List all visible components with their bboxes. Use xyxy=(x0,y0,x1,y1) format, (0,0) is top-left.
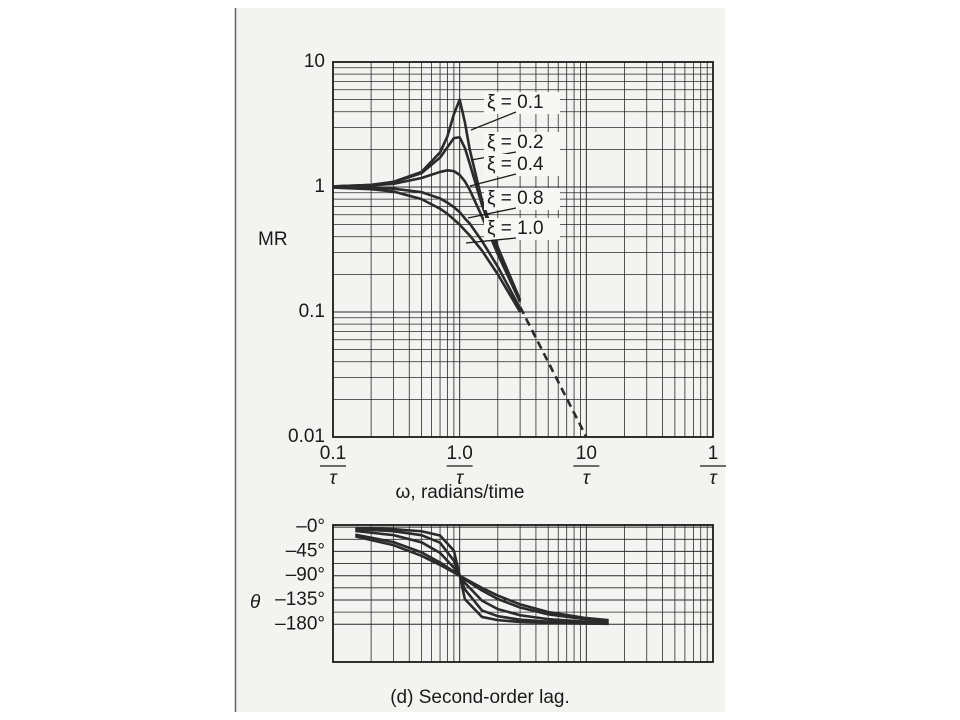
y-tick-label: –45° xyxy=(286,540,325,561)
leader-line xyxy=(469,173,517,187)
y-tick-label: 0.01 xyxy=(288,426,325,447)
curve xyxy=(332,186,522,313)
series-label: ξ = 0.4 xyxy=(487,154,544,175)
y-axis-label: θ xyxy=(250,592,261,613)
label-box xyxy=(484,132,560,154)
curve xyxy=(355,527,609,625)
scanned-page xyxy=(235,8,725,712)
y-tick-label: –180° xyxy=(275,613,325,634)
x-tick-label: 1.0 xyxy=(446,443,472,464)
label-box xyxy=(484,188,560,210)
caption: (d) Second-order lag. xyxy=(390,687,570,708)
x-tick-denominator: τ xyxy=(456,468,465,489)
label-box xyxy=(484,218,560,240)
y-tick-label: 10 xyxy=(304,51,325,72)
curve xyxy=(332,169,522,303)
series-label: ξ = 1.0 xyxy=(487,218,544,239)
curve xyxy=(355,535,609,622)
y-tick-label: –90° xyxy=(286,565,325,586)
series-label: ξ = 0.1 xyxy=(487,92,544,113)
leader-line xyxy=(465,237,517,244)
x-tick-label: 10 xyxy=(576,443,597,464)
series-label: ξ = 0.2 xyxy=(487,132,544,153)
y-tick-label: 1 xyxy=(314,176,325,197)
x-tick-denominator: τ xyxy=(709,468,718,489)
x-tick-denominator: τ xyxy=(329,468,338,489)
leader-line xyxy=(470,111,517,131)
curve xyxy=(355,529,609,624)
x-tick-label: 1 xyxy=(708,443,719,464)
label-box xyxy=(484,154,560,176)
y-tick-label: –0° xyxy=(296,516,325,537)
plot-frame xyxy=(332,61,714,438)
x-axis-label: ω, radians/time xyxy=(396,482,525,503)
asymptote xyxy=(518,306,588,438)
y-tick-label: 0.1 xyxy=(299,301,325,322)
label-box xyxy=(484,92,560,114)
leader-line xyxy=(467,207,517,219)
curve xyxy=(332,135,522,301)
y-tick-label: –135° xyxy=(275,589,325,610)
series-label: ξ = 0.8 xyxy=(487,188,544,209)
x-tick-label: 0.1 xyxy=(320,443,346,464)
y-axis-label: MR xyxy=(258,229,288,250)
plot-frame xyxy=(332,524,714,663)
x-tick-denominator: τ xyxy=(583,468,592,489)
